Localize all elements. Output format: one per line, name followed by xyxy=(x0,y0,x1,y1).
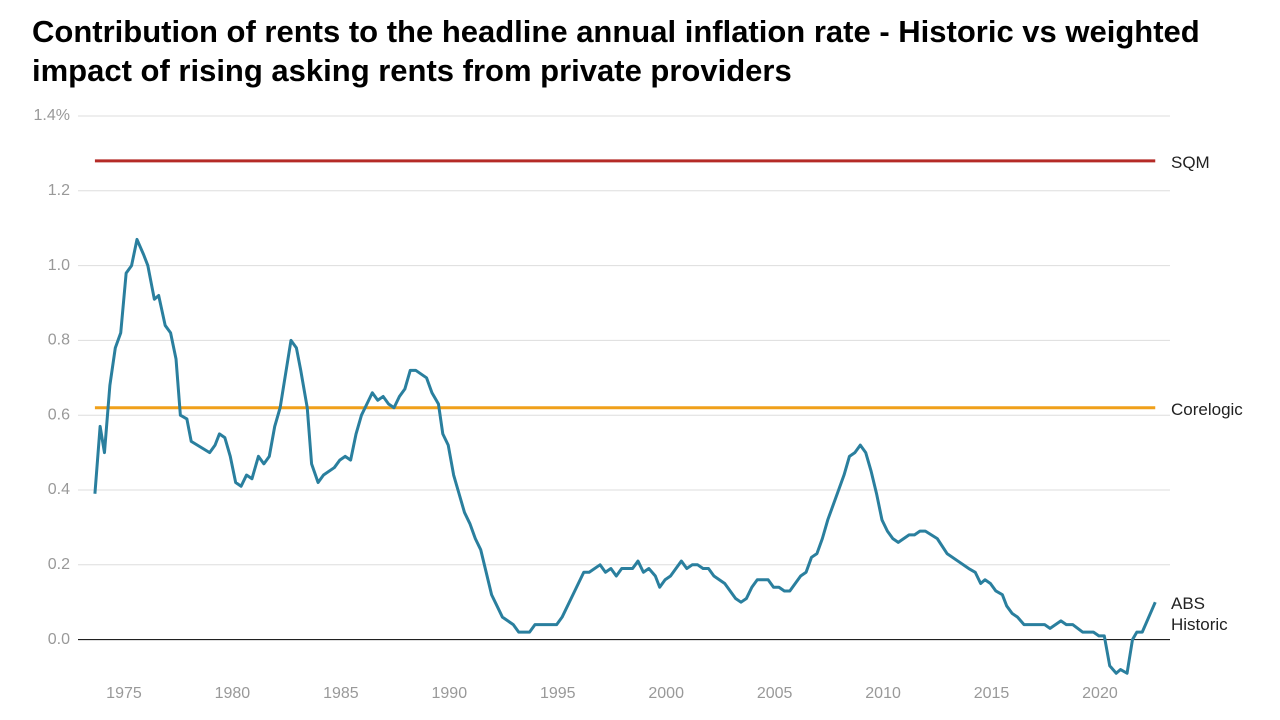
legend-label: SQM xyxy=(1171,153,1210,173)
x-tick-label: 2020 xyxy=(1082,685,1118,702)
x-tick-label: 2015 xyxy=(974,685,1010,702)
x-tick-label: 1985 xyxy=(323,685,359,702)
y-tick-label: 0.4 xyxy=(48,481,70,498)
x-tick-label: 1995 xyxy=(540,685,576,702)
y-tick-label: 1.0 xyxy=(48,257,70,274)
legend-label: ABS Historic xyxy=(1171,594,1228,635)
y-tick-label: 1.4% xyxy=(34,107,70,124)
chart-title: Contribution of rents to the headline an… xyxy=(32,14,1200,88)
y-tick-label: 0.2 xyxy=(48,556,70,573)
y-tick-label: 0.8 xyxy=(48,332,70,349)
x-tick-label: 2010 xyxy=(865,685,901,702)
x-tick-label: 2005 xyxy=(757,685,793,702)
x-tick-label: 1990 xyxy=(432,685,468,702)
x-tick-label: 2000 xyxy=(648,685,684,702)
legend-label: Corelogic xyxy=(1171,400,1243,420)
series-line xyxy=(93,237,1157,675)
x-tick-label: 1980 xyxy=(215,685,251,702)
y-tick-label: 0.0 xyxy=(48,631,70,648)
y-tick-label: 1.2 xyxy=(48,182,70,199)
y-tick-label: 0.6 xyxy=(48,406,70,423)
x-tick-label: 1975 xyxy=(106,685,142,702)
